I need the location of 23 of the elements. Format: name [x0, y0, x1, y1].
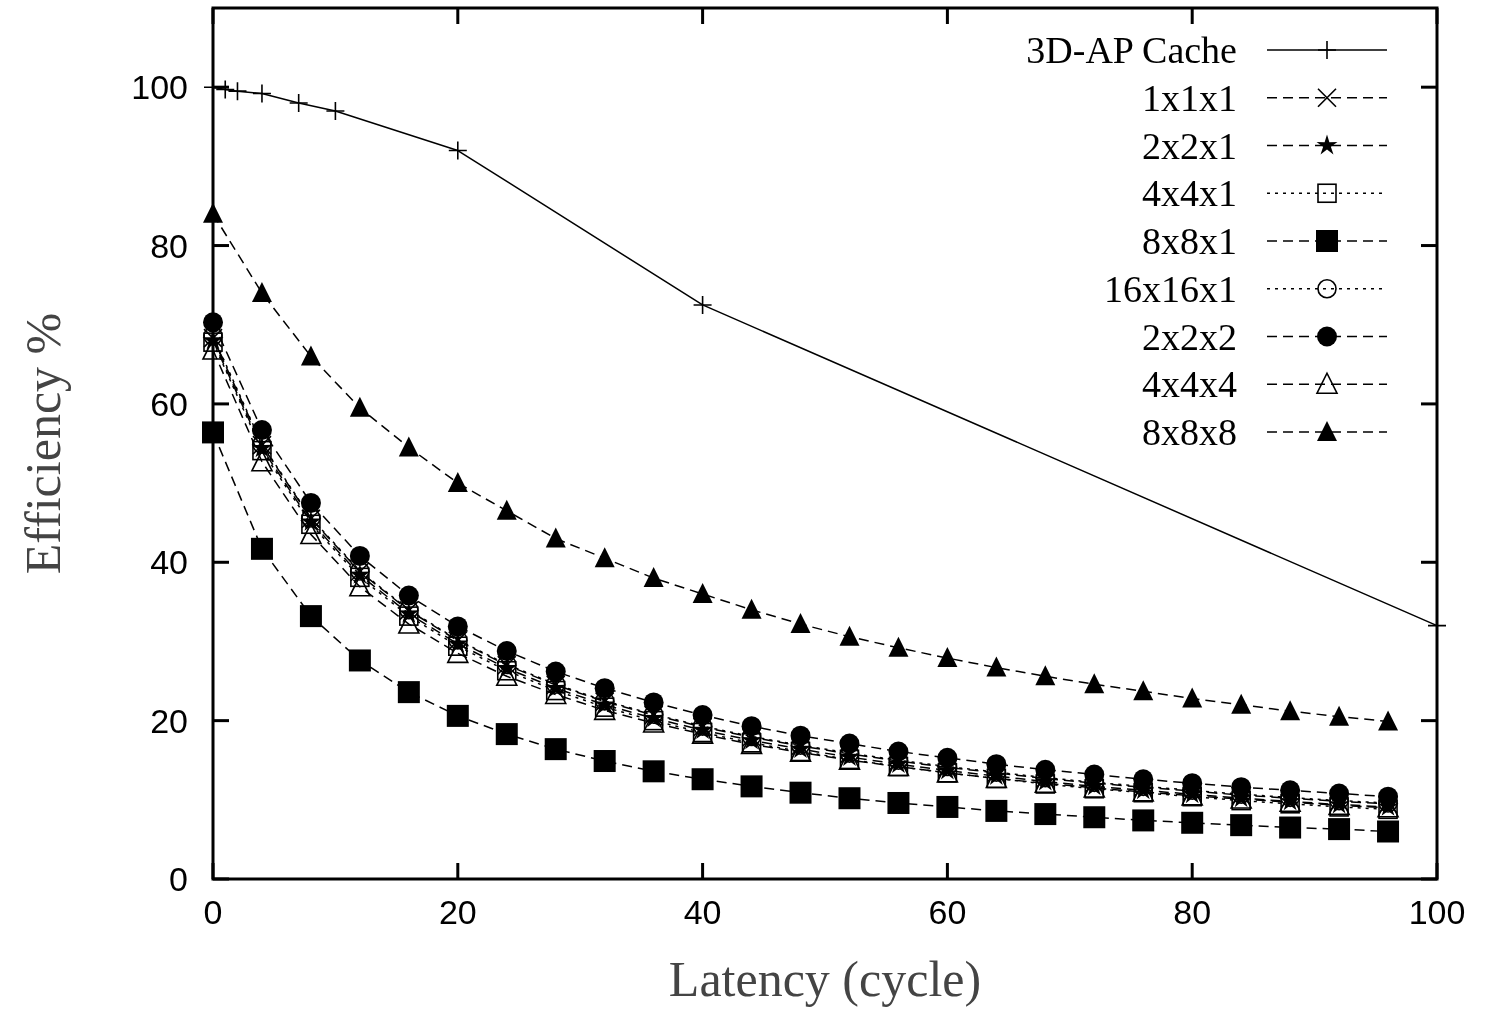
y-axis-title: Efficiency %	[15, 312, 71, 575]
legend-label: 1x1x1	[1142, 76, 1237, 119]
legend-label: 2x2x1	[1142, 124, 1237, 167]
x-tick-label: 60	[928, 893, 967, 931]
legend-label: 16x16x1	[1104, 267, 1237, 310]
legend-label: 3D-AP Cache	[1026, 29, 1237, 71]
legend-label: 4x4x4	[1142, 363, 1237, 406]
y-tick-label: 0	[169, 860, 188, 898]
x-tick-label: 80	[1173, 893, 1212, 931]
legend-label: 2x2x2	[1142, 315, 1237, 358]
y-tick-label: 60	[150, 384, 188, 423]
legend-label: 4x4x1	[1142, 172, 1237, 215]
y-tick-label: 100	[131, 68, 188, 107]
y-tick-label: 40	[150, 543, 188, 582]
x-tick-label: 100	[1408, 893, 1466, 931]
y-tick-label: 80	[150, 226, 188, 265]
x-tick-label: 0	[203, 893, 223, 931]
x-tick-label: 40	[683, 893, 722, 931]
y-tick-label: 20	[150, 701, 188, 740]
x-tick-label: 20	[438, 893, 477, 931]
legend-label: 8x8x8	[1142, 411, 1237, 453]
x-axis-title: Latency (cycle)	[668, 951, 982, 1007]
legend-label: 8x8x1	[1142, 220, 1237, 262]
